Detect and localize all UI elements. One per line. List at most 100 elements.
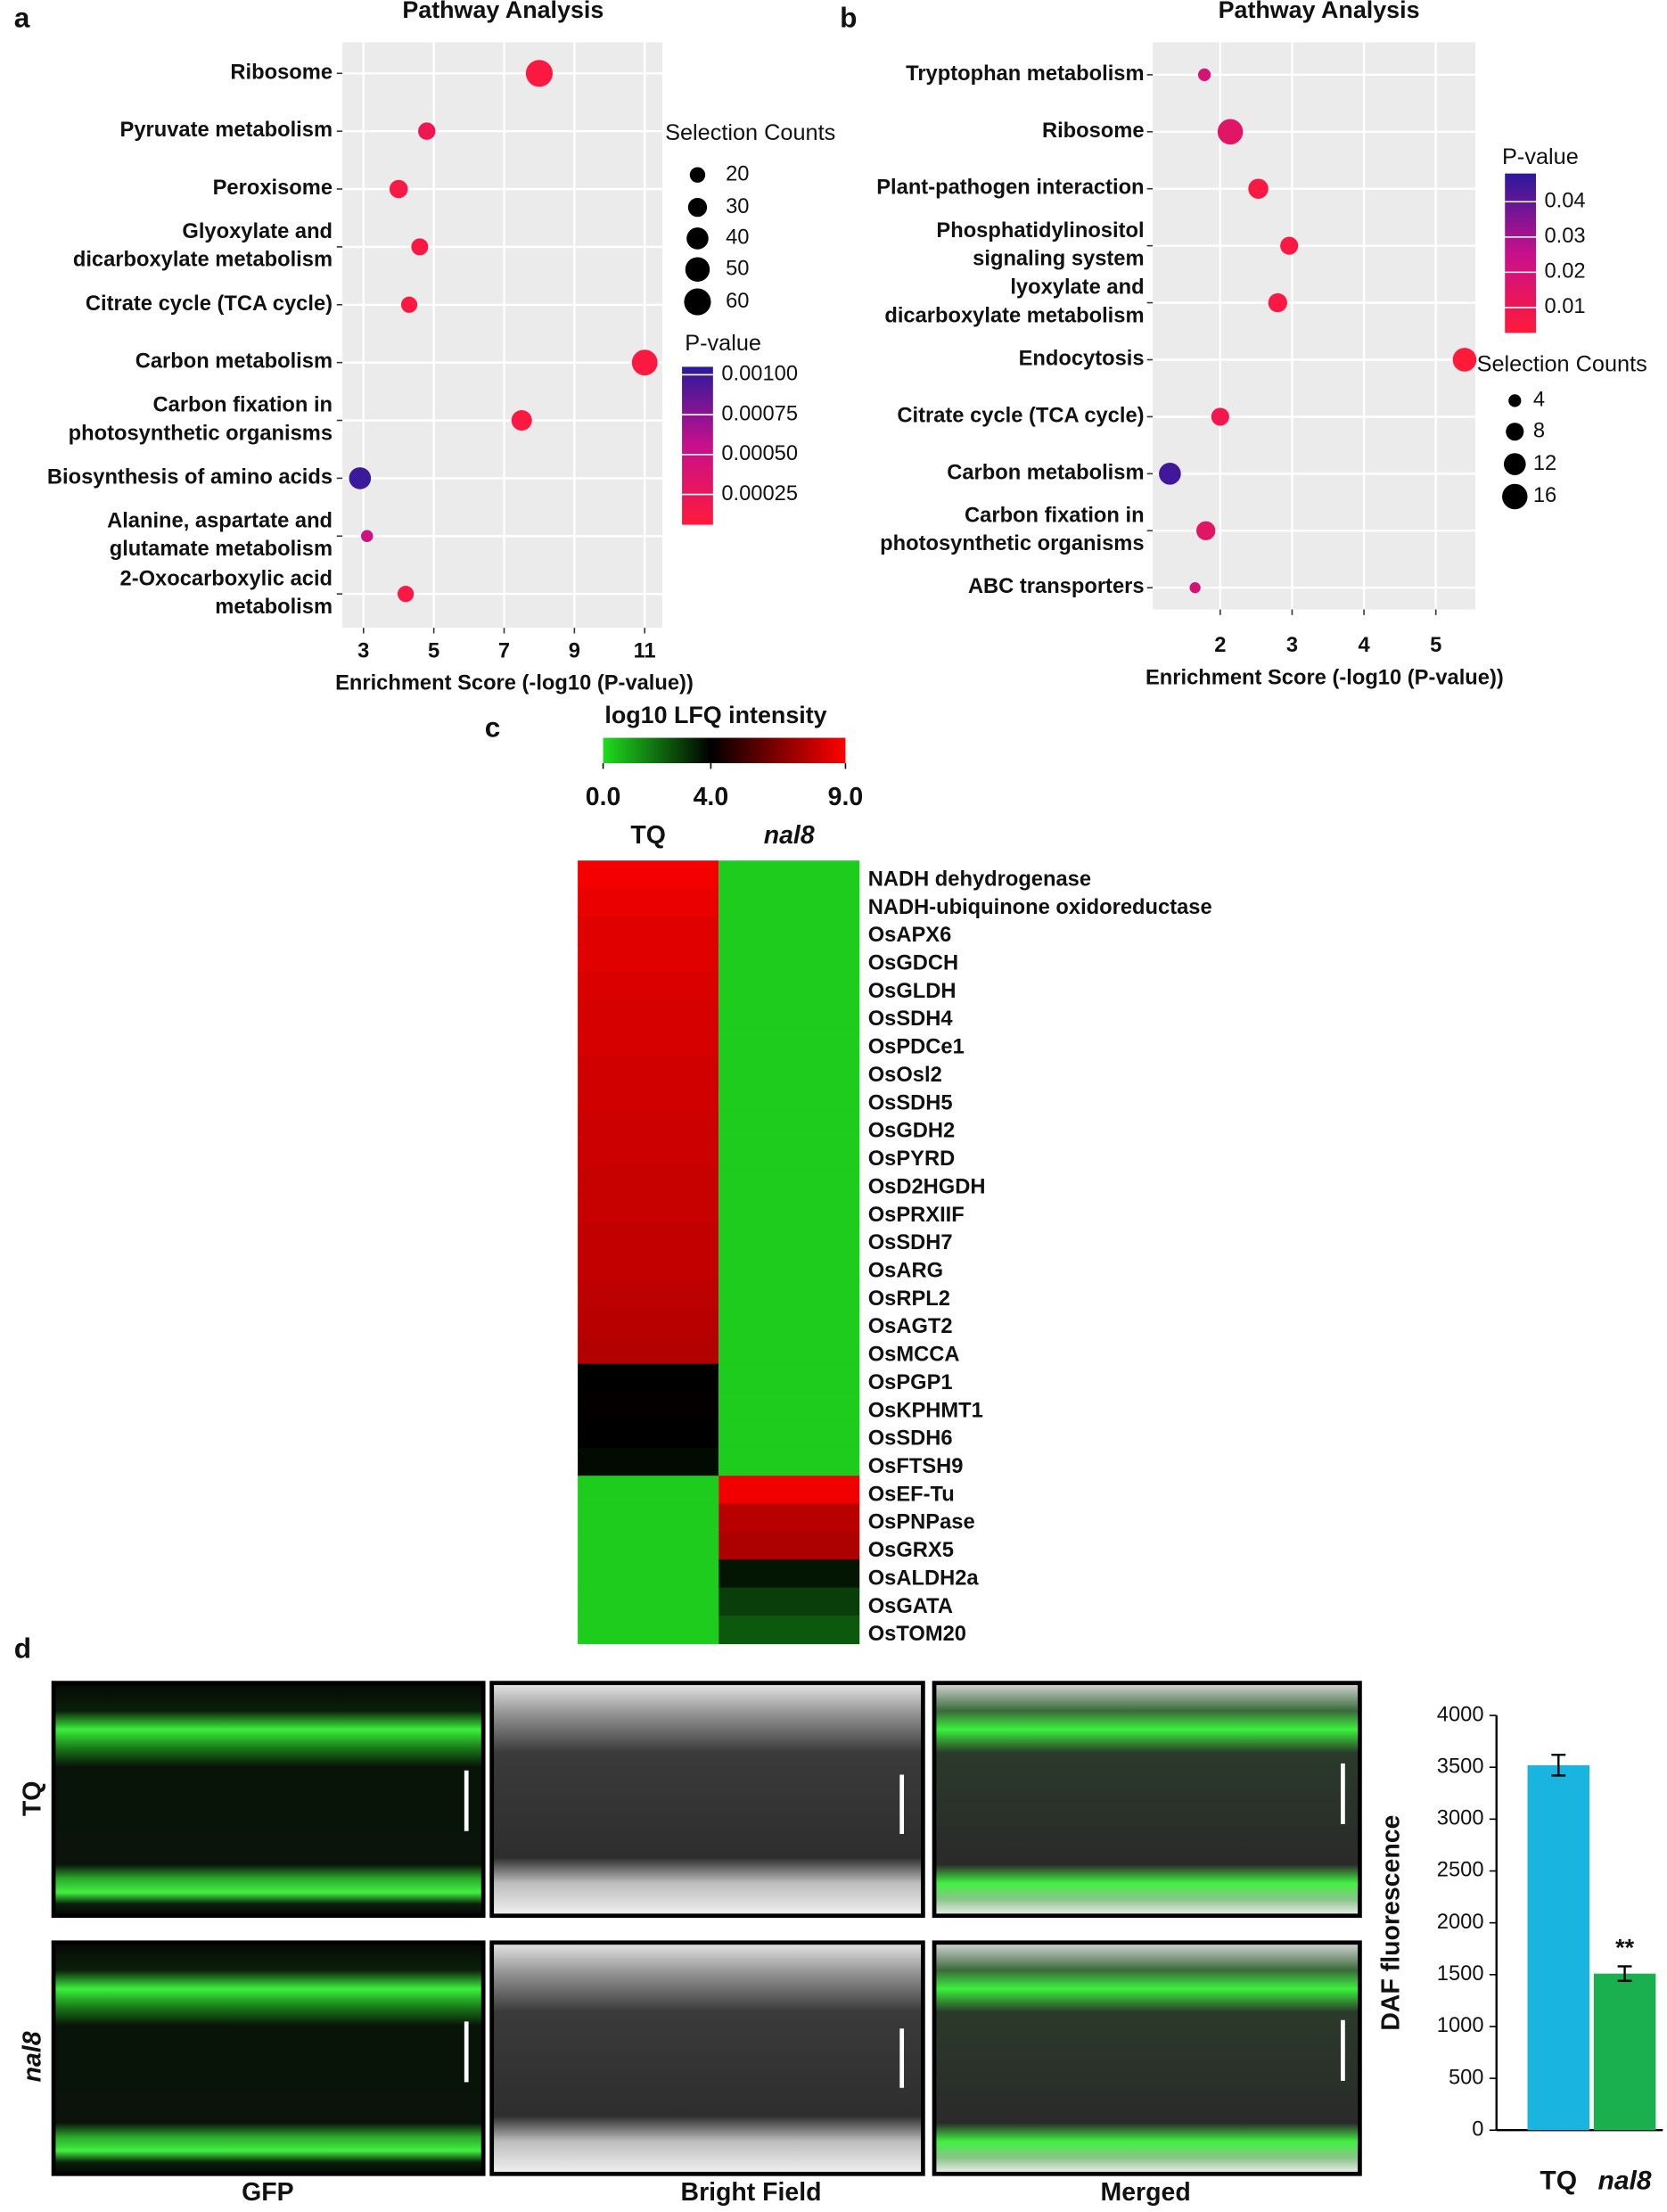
- label-line: Carbon metabolism: [135, 350, 333, 374]
- row-label: OsGDCH: [868, 951, 958, 974]
- size-legend-label: 16: [1533, 484, 1556, 507]
- colorbar-title: P-value: [685, 331, 761, 356]
- heatmap-cell: [719, 1476, 860, 1505]
- bubble: [511, 410, 532, 432]
- size-legend-mark: [689, 167, 706, 183]
- heatmap-cell: [578, 888, 719, 917]
- heatmap-cell: [578, 916, 719, 946]
- heatmap-cell: [719, 1447, 860, 1476]
- row-label: TQ: [18, 1781, 46, 1817]
- column-label: Merged: [1101, 2178, 1191, 2207]
- bubble: [525, 60, 553, 87]
- y-tick-label: 2000: [1437, 1911, 1484, 1934]
- row-label: OsSDH6: [868, 1427, 953, 1451]
- label-line: Carbon fixation in: [153, 394, 333, 417]
- label-line: glutamate metabolism: [110, 538, 333, 561]
- size-legend-label: 50: [726, 257, 749, 280]
- heatmap-cell: [719, 1028, 860, 1057]
- y-tick-label: Ribosome: [1042, 119, 1145, 143]
- colorbar: [682, 366, 713, 525]
- heatmap-cell: [578, 1503, 719, 1533]
- heatmap-cell: [719, 1056, 860, 1085]
- column-label: Bright Field: [681, 2178, 822, 2207]
- y-tick-label: 2500: [1437, 1859, 1484, 1882]
- y-tick-label: Biosynthesis of amino acids: [47, 466, 333, 489]
- y-tick-label: Pyruvate metabolism: [120, 119, 333, 142]
- colorbar-title: log10 LFQ intensity: [604, 702, 826, 728]
- micrographs: [51, 1681, 1362, 2176]
- row-label: OsPRXIIF: [868, 1204, 965, 1227]
- x-tick-label: nal8: [1598, 2167, 1652, 2196]
- size-legend-mark: [1506, 423, 1524, 441]
- label-line: Plant-pathogen interaction: [876, 177, 1144, 200]
- x-tick-label: 4: [1358, 634, 1370, 657]
- y-tick-label: Plant-pathogen interaction: [876, 177, 1144, 200]
- size-legend-title: Selection Counts: [665, 120, 835, 145]
- label-line: dicarboxylate metabolism: [884, 305, 1144, 328]
- y-tick-label: ABC transporters: [968, 575, 1145, 598]
- bubble: [397, 586, 415, 603]
- y-tick-label: Carbon fixation in photosynthetic organis…: [69, 394, 333, 446]
- colorbar-label: 0.02: [1544, 260, 1585, 284]
- heatmap-cell: [719, 1615, 860, 1645]
- size-legend-mark: [1508, 394, 1522, 407]
- colorbar-label: 0.00100: [721, 363, 798, 386]
- row-label: OsFTSH9: [868, 1455, 964, 1478]
- column-label: nal8: [764, 821, 815, 850]
- heatmap-cell: [578, 1223, 719, 1254]
- colorbar-label: 0.00075: [721, 402, 798, 425]
- chart-title: Pathway Analysis: [402, 0, 604, 23]
- colorbar: [1505, 173, 1536, 333]
- heatmap-cell: [578, 1028, 719, 1057]
- y-tick-label: 4000: [1437, 1703, 1484, 1726]
- y-tick-label: 1500: [1437, 1962, 1484, 1986]
- heatmap-cell: [578, 1419, 719, 1449]
- row-label: OsAPX6: [868, 924, 952, 947]
- heatmap-cell: [578, 1279, 719, 1309]
- y-tick-label: 3500: [1437, 1755, 1484, 1778]
- heatmap-cell: [719, 1196, 860, 1225]
- colorbar-label: 9.0: [828, 783, 864, 811]
- heatmap-cell: [719, 1531, 860, 1561]
- heatmap-cell: [578, 1392, 719, 1421]
- size-legend-label: 60: [726, 290, 749, 313]
- heatmap-cell: [578, 1447, 719, 1476]
- bar: [1593, 1973, 1656, 2131]
- heatmap-cell: [719, 888, 860, 917]
- size-legend-mark: [686, 227, 709, 250]
- y-tick-label: Endocytosis: [1019, 348, 1145, 371]
- label-line: Alanine, aspartate and: [107, 510, 333, 533]
- image-gfp-tq: [51, 1681, 486, 1919]
- image-gfp-nal8: [51, 1940, 486, 2176]
- colorbar-label: 0.04: [1544, 190, 1585, 213]
- panel-label: c: [485, 711, 501, 743]
- heatmap-cell: [719, 1168, 860, 1197]
- plot-background: [342, 42, 662, 629]
- row-label: OsPGP1: [868, 1371, 953, 1394]
- heatmap-cell: [719, 1084, 860, 1114]
- y-tick-label: Carbon metabolism: [135, 350, 333, 374]
- size-legend-label: 8: [1533, 419, 1545, 442]
- y-tick-label: Carbon fixation in photosynthetic organis…: [880, 505, 1144, 556]
- bubble: [411, 238, 429, 256]
- y-tick-label: Alanine, aspartate and glutamate metaboli…: [107, 510, 333, 562]
- heatmap-cell: [578, 1476, 719, 1505]
- y-tick-label: Carbon metabolism: [947, 462, 1144, 485]
- heatmap-cell: [719, 999, 860, 1030]
- bubble: [1197, 68, 1211, 81]
- y-tick-label: Citrate cycle (TCA cycle): [897, 405, 1144, 428]
- heatmap-cell: [578, 1587, 719, 1616]
- x-tick-label: 9: [569, 639, 580, 662]
- row-label: OsD2HGDH: [868, 1175, 986, 1198]
- row-label: OsPYRD: [868, 1147, 955, 1171]
- size-legend-mark: [685, 257, 710, 282]
- bar: [1527, 1764, 1590, 2131]
- bubble: [1196, 521, 1216, 540]
- image-merged-tq: [932, 1681, 1362, 1919]
- bubble: [349, 467, 372, 489]
- bubble: [418, 122, 436, 140]
- label-line: Carbon metabolism: [947, 462, 1144, 485]
- row-label: OsSDH4: [868, 1007, 954, 1031]
- bubble: [389, 179, 408, 199]
- colorbar-label: 0.00025: [721, 482, 798, 506]
